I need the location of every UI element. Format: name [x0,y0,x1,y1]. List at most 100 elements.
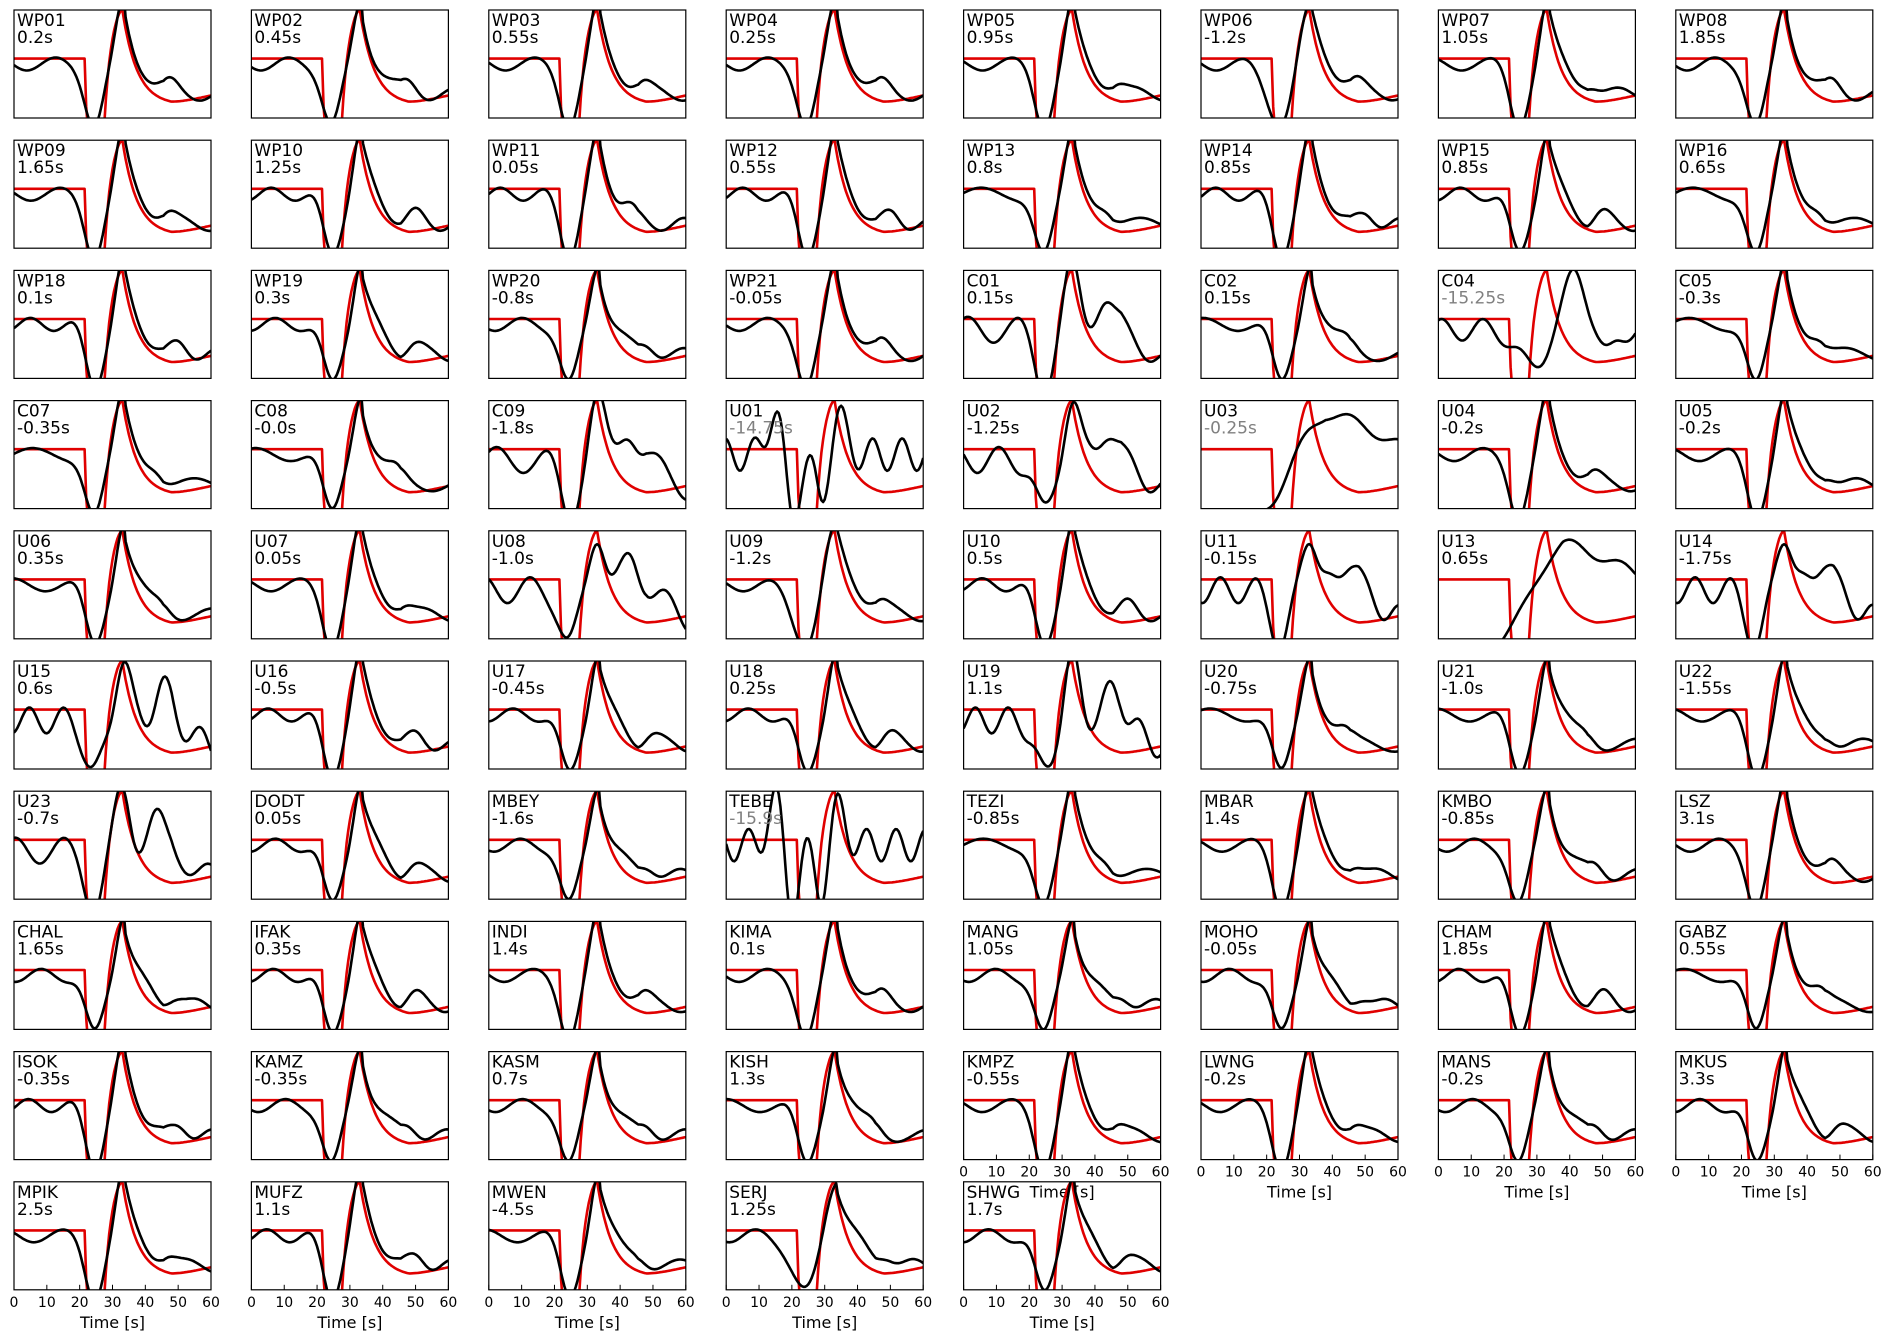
observed-trace [963,1181,1161,1290]
x-tick-label: 10 [1225,1165,1243,1181]
station-label: U19 [967,662,1001,682]
panel-frame [1200,530,1399,640]
panel-frame [1437,530,1637,640]
time-shift-label: -0.5s [254,679,296,699]
panel-frame [250,530,449,640]
panel-frame [488,920,687,1031]
panel-frame [13,139,212,249]
x-tick-label: 60 [1389,1165,1407,1181]
x-axis-label: Time [s] [1029,1313,1095,1332]
panel-u16: U16-0.5s [250,660,449,770]
reference-trace [726,791,924,900]
panel-frame [488,269,687,379]
observed-trace [14,10,211,118]
station-label: LWNG [1204,1053,1255,1073]
reference-trace [1438,661,1636,769]
observed-trace [1438,270,1636,369]
x-tick-label: 50 [1356,1165,1374,1181]
x-tick-label: 20 [1733,1165,1751,1181]
x-tick-label: 20 [1020,1295,1038,1311]
observed-trace [488,661,686,769]
panel-frame [1200,920,1399,1031]
reference-trace [251,530,449,639]
reference-trace [1438,921,1636,1030]
panel-frame [725,920,924,1031]
panel-frame [250,400,449,510]
time-shift-label: 0.35s [254,939,301,959]
observed-trace [488,140,686,249]
observed-trace [1501,538,1636,639]
station-label: U10 [967,532,1001,552]
x-tick-label: 30 [816,1295,834,1311]
station-label: U15 [17,662,51,682]
panel-u05: U05-0.2s [1675,400,1874,510]
x-axis-label: Time [s] [1029,1183,1095,1202]
time-shift-label: -1.0s [492,549,534,569]
time-shift-label: -1.55s [1679,679,1732,699]
panel-frame [1437,920,1637,1031]
panel-frame [1675,9,1874,119]
time-shift-label: -0.35s [17,1070,70,1090]
x-tick-label: 0 [1434,1165,1443,1181]
x-tick-label: 50 [1119,1295,1137,1311]
x-tick-label: 60 [1626,1165,1644,1181]
observed-trace [251,530,449,639]
reference-trace [14,1051,211,1160]
x-tick-label: 40 [1086,1165,1104,1181]
x-axis-label: Time [s] [316,1313,382,1332]
time-shift-label: 0.35s [17,549,64,569]
station-label: KIMA [729,922,772,942]
panel-wp06: WP06-1.2s [1200,9,1399,119]
observed-trace [251,791,449,900]
time-shift-label: 1.65s [17,939,64,959]
time-shift-label: -1.75s [1679,549,1732,569]
reference-trace [251,921,449,1030]
time-shift-label: 0.05s [254,809,301,829]
station-label: MPIK [17,1183,59,1203]
panel-frame [1675,400,1874,510]
station-label: TEZI [966,792,1005,812]
reference-trace [14,10,211,118]
time-shift-label: -0.05s [729,288,782,308]
panel-frame [962,530,1162,640]
station-label: TEBE [728,792,773,812]
panel-u02: U02-1.25s [962,400,1162,510]
panel-frame [13,269,212,379]
station-label: DODT [254,792,305,812]
reference-trace [1438,530,1636,639]
x-tick-label: 30 [1291,1165,1309,1181]
panel-wp21: WP21-0.05s [725,269,924,379]
x-tick-label: 40 [1798,1165,1816,1181]
observed-trace [14,400,211,509]
station-label: IFAK [254,922,291,942]
time-shift-label: -4.5s [492,1200,534,1220]
panel-frame [250,269,449,379]
panel-frame [13,530,212,640]
x-tick-label: 10 [1700,1165,1718,1181]
x-tick-label: 50 [1119,1165,1137,1181]
reference-trace [1675,270,1873,379]
reference-trace [251,140,449,249]
x-tick-label: 10 [988,1165,1006,1181]
station-label: U20 [1204,662,1238,682]
panel-tebe: TEBE-15.9s [725,790,924,900]
x-tick-label: 60 [202,1295,220,1311]
x-axis-label: Time [s] [1266,1183,1332,1202]
time-shift-label: -14.75s [729,419,793,439]
panel-frame [13,400,212,510]
observed-trace [14,1051,211,1160]
time-shift-label: 0.05s [254,549,301,569]
time-shift-label: -0.35s [254,1070,307,1090]
observed-trace [488,10,686,118]
x-tick-label: 50 [1831,1165,1849,1181]
station-label: KAMZ [254,1053,303,1073]
observed-trace [488,542,686,639]
panel-kamz: KAMZ-0.35s [250,1050,449,1161]
